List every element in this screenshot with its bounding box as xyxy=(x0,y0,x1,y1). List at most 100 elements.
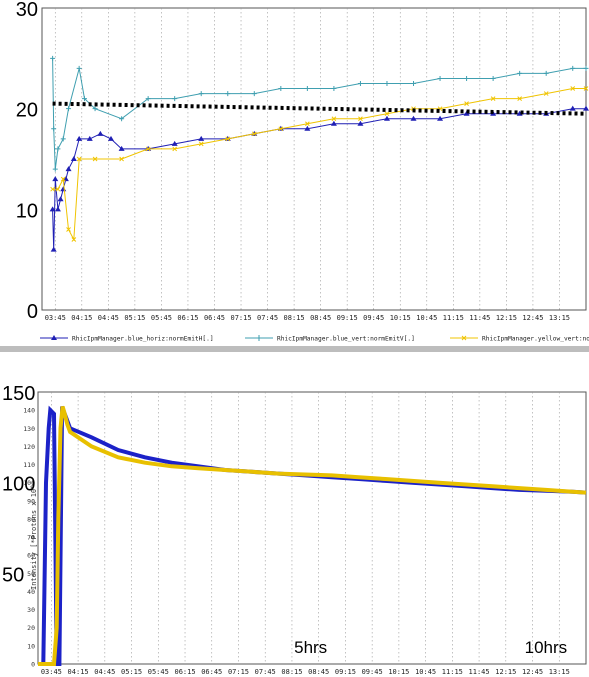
panel-separator xyxy=(0,346,589,352)
data-point xyxy=(76,135,83,141)
data-point xyxy=(384,111,390,117)
data-point xyxy=(92,106,98,112)
data-point xyxy=(50,186,55,192)
data-point xyxy=(225,91,231,97)
data-point xyxy=(54,206,61,212)
y-tick-label-small: 140 xyxy=(23,407,35,415)
data-point xyxy=(55,146,61,152)
data-point xyxy=(76,65,82,71)
data-point xyxy=(71,237,77,242)
bottom-x-axis: 03:45 04:15 04:45 05:15 05:45 06:15 06:45 07:15… xyxy=(41,668,570,676)
data-point xyxy=(583,65,589,71)
y-tick-label-small: 50 xyxy=(27,570,35,578)
y-tick-label-small: 90 xyxy=(27,497,35,505)
data-point xyxy=(437,115,444,121)
x-tick-label: 13:15 xyxy=(549,668,570,676)
data-point xyxy=(57,196,64,202)
x-tick-label: 09:45 xyxy=(362,668,383,676)
x-tick-label: 04:45 xyxy=(94,668,115,676)
data-point xyxy=(81,96,87,102)
y-tick-label: 0 xyxy=(27,301,38,323)
x-tick-label: 11:15 xyxy=(443,314,464,322)
y-tick-label-large: 100 xyxy=(2,474,35,496)
data-point xyxy=(278,126,284,132)
x-tick-label: 06:15 xyxy=(177,314,198,322)
data-point xyxy=(118,145,125,151)
data-point xyxy=(119,116,125,122)
annotation-label: 10hrs xyxy=(525,638,568,657)
annotation-label: 5hrs xyxy=(294,638,327,657)
data-point xyxy=(358,116,363,122)
y-tick-label-large: 150 xyxy=(2,383,35,405)
data-point xyxy=(517,70,523,76)
y-tick-label-small: 120 xyxy=(23,443,35,451)
x-tick-label: 10:15 xyxy=(390,314,411,322)
x-tick-label: 12:45 xyxy=(522,314,543,322)
data-point xyxy=(331,116,337,122)
bottom-y-axis-small: 0 10 20 30 40 50 60 70 80 90 100 110 120 130 140 xyxy=(23,407,35,669)
data-point xyxy=(49,206,56,212)
x-tick-label: 11:15 xyxy=(442,668,463,676)
data-point xyxy=(65,166,72,172)
data-point xyxy=(278,86,284,92)
bottom-y-axis-label: Intensity [*Protons x 10^ xyxy=(30,485,38,590)
x-tick-label: 06:45 xyxy=(204,314,225,322)
data-point xyxy=(52,166,58,172)
top-plot-frame xyxy=(41,7,587,311)
x-tick-label: 08:15 xyxy=(281,668,302,676)
data-point xyxy=(50,55,56,61)
data-point xyxy=(464,101,469,106)
y-tick-label-small: 70 xyxy=(27,534,35,542)
data-point xyxy=(357,81,363,86)
data-point xyxy=(97,130,104,136)
data-point xyxy=(225,136,231,142)
x-tick-label: 11:45 xyxy=(469,314,490,322)
y-tick-label-large: 50 xyxy=(2,564,24,586)
data-point xyxy=(410,115,417,121)
x-tick-label: 09:15 xyxy=(335,668,356,676)
top-x-axis: 03:45 04:15 04:45 05:15 05:45 06:15 06:45 07:15… xyxy=(45,314,570,322)
data-point xyxy=(464,75,470,81)
data-point xyxy=(490,96,496,101)
x-tick-label: 03:45 xyxy=(41,668,62,676)
y-tick-label-small: 60 xyxy=(27,552,35,560)
x-tick-label: 07:45 xyxy=(255,668,276,676)
y-tick-label-small: 110 xyxy=(23,461,35,469)
x-tick-label: 08:15 xyxy=(284,314,305,322)
x-tick-label: 08:45 xyxy=(308,668,329,676)
x-tick-label: 12:45 xyxy=(522,668,543,676)
bottom-y-axis-large: 50 100 150 xyxy=(2,383,35,586)
x-tick-label: 12:15 xyxy=(496,314,517,322)
bottom-series xyxy=(38,405,587,666)
data-point xyxy=(517,96,523,101)
data-point xyxy=(437,75,443,81)
x-tick-label: 06:45 xyxy=(201,668,222,676)
series-line-1 xyxy=(38,405,587,666)
data-point xyxy=(172,146,178,152)
data-point xyxy=(119,156,124,162)
series-line-3 xyxy=(52,101,587,116)
top-y-axis: 0 10 20 30 xyxy=(16,0,38,323)
data-point xyxy=(92,156,98,162)
y-tick-label-small: 130 xyxy=(23,425,35,433)
y-tick-label-small: 40 xyxy=(27,588,35,596)
data-point xyxy=(55,186,61,192)
y-tick-label-small: 0 xyxy=(31,661,35,669)
bottom-annotations: 5hrs 10hrs xyxy=(294,638,567,657)
data-point xyxy=(357,120,364,126)
data-point xyxy=(145,146,151,152)
x-tick-label: 06:15 xyxy=(174,668,195,676)
data-point xyxy=(198,141,204,147)
series-line-1 xyxy=(52,58,586,170)
data-point xyxy=(583,86,589,91)
data-point xyxy=(305,121,310,127)
data-point xyxy=(66,227,71,232)
data-point xyxy=(251,131,257,137)
data-point xyxy=(570,86,576,91)
data-point xyxy=(145,96,151,102)
x-tick-label: 03:45 xyxy=(45,314,66,322)
data-point xyxy=(330,120,337,126)
data-point xyxy=(304,125,311,131)
data-point xyxy=(107,135,114,141)
